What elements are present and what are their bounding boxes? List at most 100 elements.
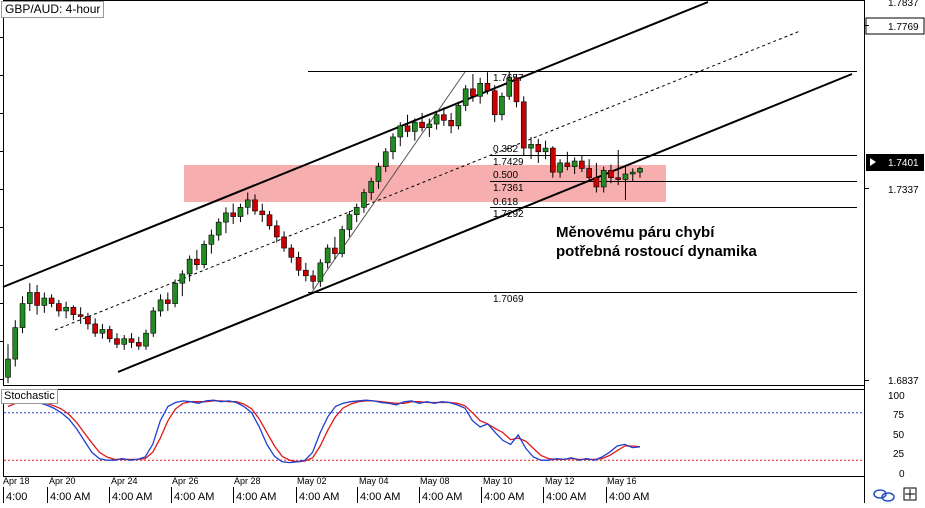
fib-382-ratio-label: 0.382 <box>493 144 518 155</box>
candle <box>448 120 454 127</box>
candle <box>12 327 19 360</box>
candle <box>390 136 396 153</box>
current-price-label: 1.7401 <box>888 158 919 169</box>
left-axis-ticks <box>0 37 4 380</box>
candle <box>317 262 324 282</box>
candle <box>34 292 40 306</box>
time-axis-hour-label: 4:00 AM <box>236 491 276 503</box>
candle <box>528 144 534 149</box>
candle <box>85 316 91 325</box>
candle <box>63 306 69 312</box>
candle <box>194 258 200 265</box>
stoch-label-25: 25 <box>893 449 905 460</box>
current-price-arrow <box>870 158 876 166</box>
time-axis-hour-label: 4:00 AM <box>50 491 90 503</box>
candle <box>56 303 62 312</box>
candle <box>106 329 113 340</box>
time-axis-date-label: May 10 <box>483 476 513 486</box>
time-axis-date-label: May 04 <box>359 476 389 486</box>
candle <box>615 177 622 180</box>
time-axis-hour-label: 4:00 AM <box>609 491 649 503</box>
candle <box>441 114 447 121</box>
candle <box>368 181 375 193</box>
candle <box>230 212 236 217</box>
fib-500-price-label: 1.7361 <box>493 183 524 194</box>
candle <box>361 192 367 208</box>
price-label-highlight: 1.7769 <box>888 22 919 33</box>
price-label-top: 1.7837 <box>888 0 919 9</box>
candle <box>223 212 229 223</box>
channel-lower-line <box>117 73 853 373</box>
candle <box>201 244 207 265</box>
candle <box>5 358 11 378</box>
candle <box>346 214 353 230</box>
candle <box>259 210 266 216</box>
time-axis-date-label: Apr 24 <box>111 476 138 486</box>
candle <box>128 338 135 343</box>
candle <box>470 88 476 97</box>
candle <box>426 123 433 129</box>
candle <box>491 90 498 116</box>
candle <box>637 168 643 173</box>
candle <box>237 207 244 217</box>
candle <box>186 258 193 275</box>
candle <box>484 82 491 91</box>
price-label-3: 1.7337 <box>888 185 919 196</box>
candle <box>419 121 425 129</box>
candle <box>513 77 520 103</box>
time-axis-hour-label: 4:00 AM <box>546 491 586 503</box>
candle <box>165 299 171 304</box>
candle <box>303 269 309 277</box>
candle <box>433 114 440 125</box>
time-axis-date-label: Apr 18 <box>3 476 30 486</box>
candle <box>135 342 142 347</box>
candle <box>157 299 164 312</box>
stochastic-k-line <box>7 399 641 464</box>
annotation-line-2: potřebná rostoucí dynamika <box>556 243 758 260</box>
time-axis-hour-label: 4:00 AM <box>484 491 524 503</box>
time-axis-date-label: May 02 <box>297 476 327 486</box>
candle <box>571 160 578 167</box>
candle <box>266 214 273 227</box>
time-axis-hour-label: 4:00 AM <box>299 491 339 503</box>
candle <box>26 292 33 304</box>
candle <box>404 125 411 132</box>
stoch-label-50: 50 <box>893 430 905 441</box>
time-axis-date-label: Apr 26 <box>172 476 199 486</box>
fib-high-label: 1.7657 <box>493 73 524 84</box>
time-axis: Apr 18 Apr 20 Apr 24 Apr 26 Apr 28 May 02 May … <box>3 476 649 503</box>
candle <box>99 329 106 334</box>
channel-mid-line <box>54 30 801 331</box>
chart-title: GBP/AUD: 4-hour <box>1 1 105 18</box>
resistance-zone <box>184 165 666 202</box>
fib-382-price-label: 1.7429 <box>493 157 524 168</box>
candle <box>208 234 215 245</box>
annotation-line-1: Měnovému páru chybí <box>556 224 715 241</box>
candle <box>477 82 483 97</box>
candle <box>353 207 360 216</box>
time-axis-date-label: May 16 <box>607 476 637 486</box>
candle <box>397 125 404 138</box>
price-axis: 1.7837 1.7769 1.7401 1.7337 1.6837 <box>864 0 925 387</box>
candle <box>288 247 295 258</box>
candle <box>608 169 614 178</box>
candle <box>499 95 505 116</box>
candle <box>600 169 607 188</box>
candle <box>412 121 418 132</box>
fib-500-ratio-label: 0.500 <box>493 170 518 181</box>
candle <box>172 282 178 304</box>
candle <box>339 229 345 254</box>
crosshair-icon[interactable] <box>903 487 917 501</box>
candle <box>557 162 563 173</box>
time-axis-hour-label: 4:00 AM <box>422 491 462 503</box>
candle <box>622 173 629 180</box>
candle <box>586 168 592 178</box>
candle <box>41 297 48 306</box>
candles-group <box>5 71 643 384</box>
stoch-label-0: 0 <box>899 469 905 480</box>
candle <box>150 310 157 334</box>
link-icon[interactable] <box>873 489 895 502</box>
time-axis-hour-label: 4:00 <box>6 491 27 503</box>
candle <box>332 247 338 254</box>
